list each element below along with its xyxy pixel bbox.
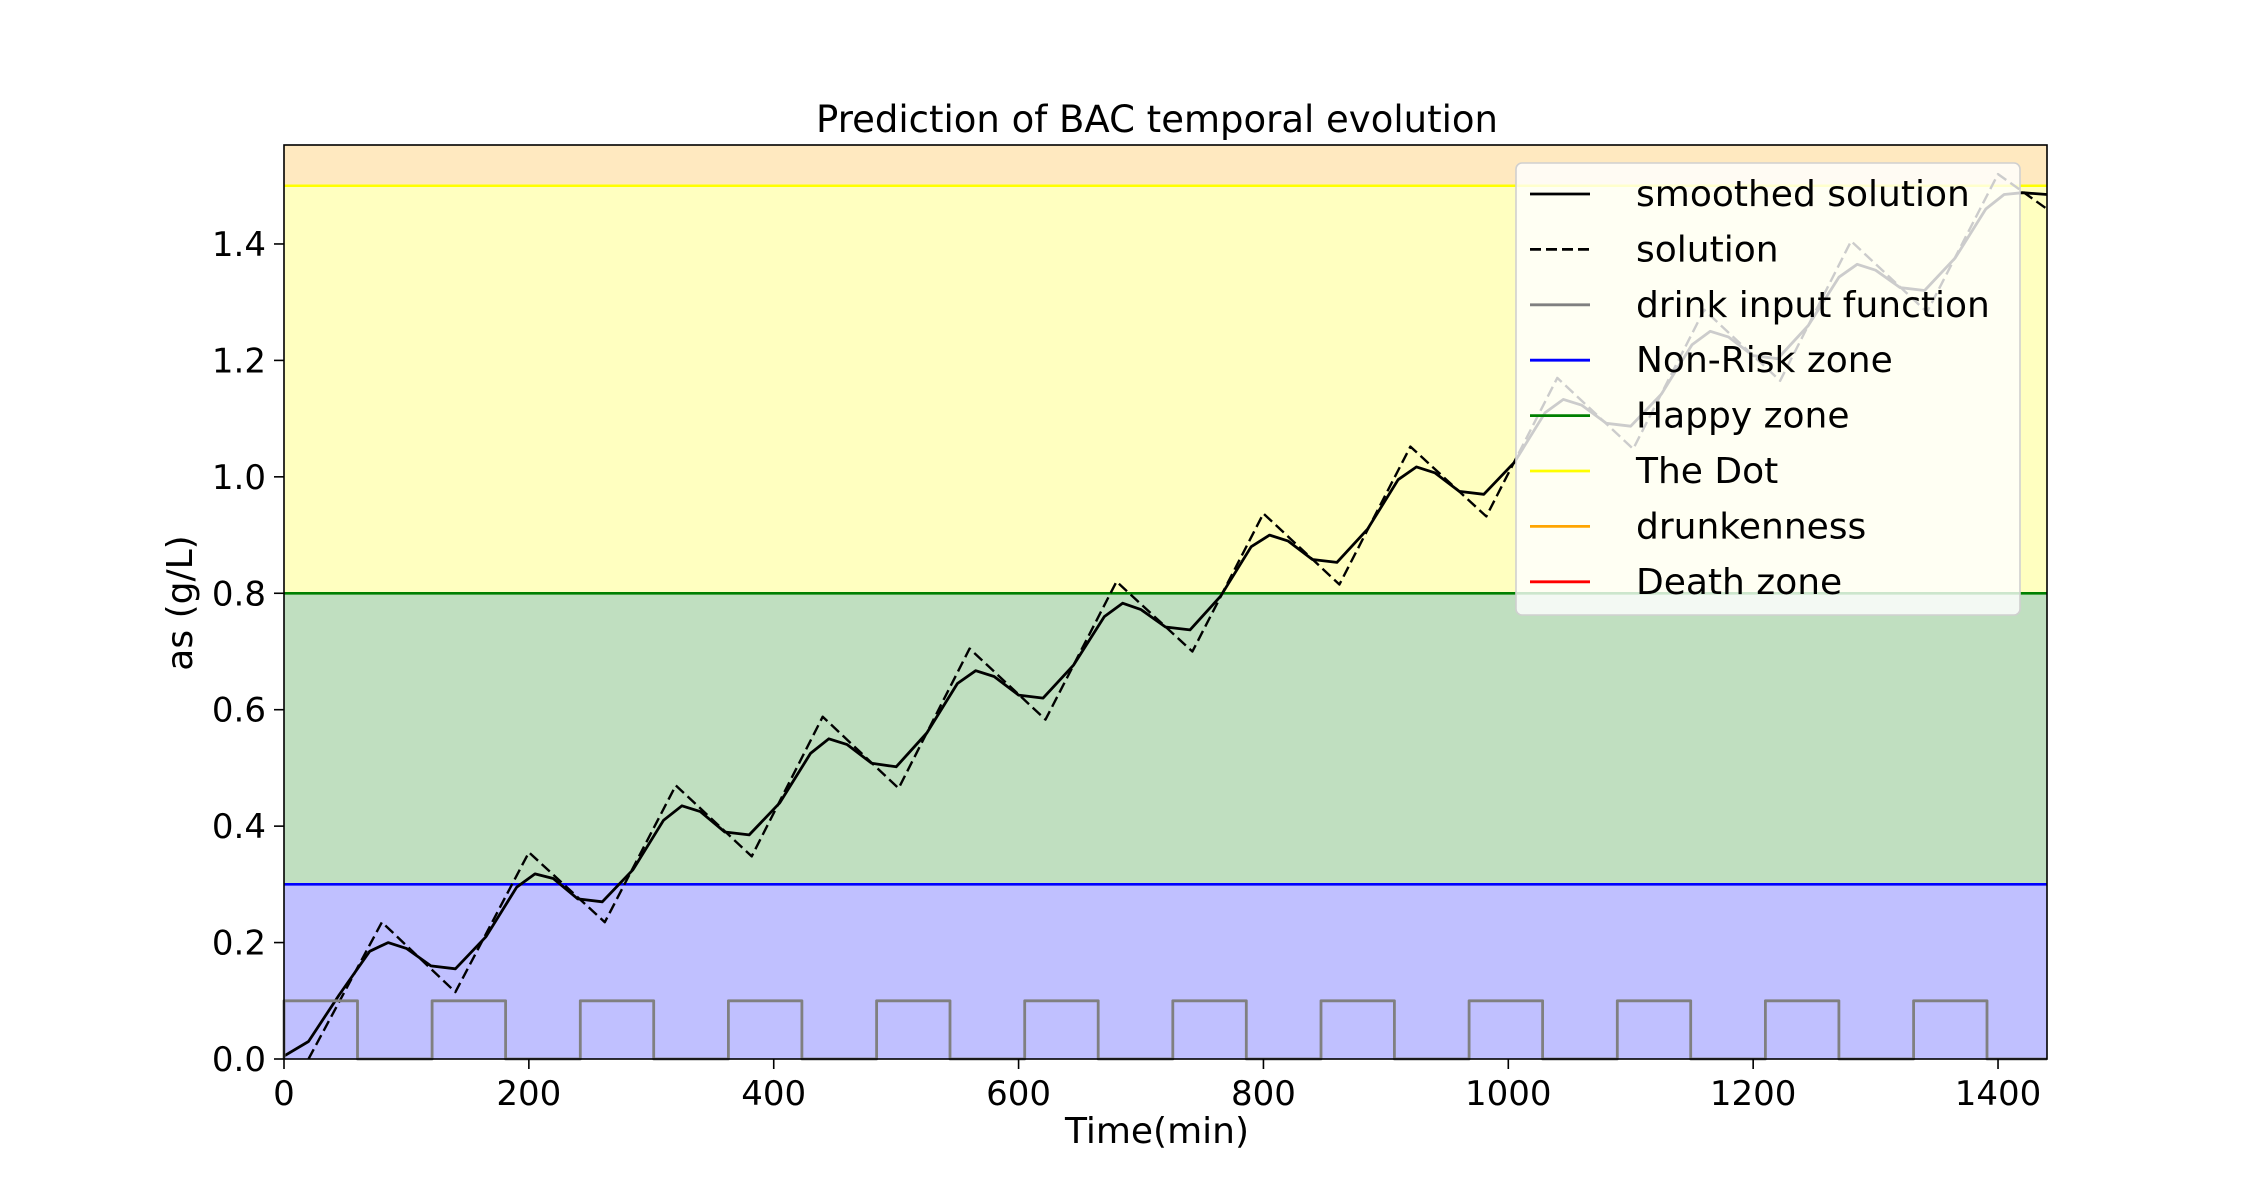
legend-label-smoothed-solution: smoothed solution: [1636, 174, 1970, 215]
y-tick-label: 0.6: [212, 691, 266, 731]
x-tick-label: 1200: [1710, 1074, 1797, 1114]
x-tick-label: 1000: [1465, 1074, 1552, 1114]
x-axis-label: Time(min): [1064, 1111, 1249, 1152]
y-tick-label: 1.4: [212, 225, 266, 265]
legend: smoothed solution solution drink input fun…: [1515, 162, 2021, 616]
zone-fill-happy-zone: [284, 593, 2047, 885]
legend-box: [1515, 162, 2021, 616]
zone-fill-non-risk-zone: [284, 884, 2047, 1059]
y-tick-label: 1.0: [212, 458, 266, 498]
y-axis-label: as (g/L): [160, 535, 201, 670]
y-tick-label: 0.2: [212, 924, 266, 964]
legend-label-happy-zone: Happy zone: [1636, 396, 1849, 437]
x-tick-label: 0: [273, 1074, 295, 1114]
legend-label-the-dot: The Dot: [1635, 451, 1778, 492]
legend-label-drink-input-function: drink input function: [1636, 285, 1990, 326]
x-tick-label: 400: [741, 1074, 806, 1114]
x-tick-label: 600: [986, 1074, 1051, 1114]
x-tick-label: 200: [496, 1074, 561, 1114]
y-tick-label: 1.2: [212, 341, 266, 381]
x-tick-label: 800: [1231, 1074, 1296, 1114]
legend-label-solution: solution: [1636, 229, 1779, 270]
legend-label-death-zone: Death zone: [1636, 562, 1842, 603]
legend-label-non-risk-zone: Non-Risk zone: [1636, 340, 1893, 381]
legend-label-drunkenness: drunkenness: [1636, 506, 1866, 547]
plot-frame: [283, 144, 2048, 1060]
y-tick-label: 0.8: [212, 574, 266, 614]
x-axis: 0 200 400 600 800 1000 1200 1400: [273, 1059, 2041, 1114]
x-tick-label: 1400: [1955, 1074, 2042, 1114]
y-tick-label: 0.0: [212, 1040, 266, 1080]
chart-title: Prediction of BAC temporal evolution: [816, 98, 1498, 141]
y-axis: 0.0 0.2 0.4 0.6 0.8 1.0 1.2 1.4: [212, 225, 284, 1080]
y-tick-label: 0.4: [212, 807, 266, 847]
